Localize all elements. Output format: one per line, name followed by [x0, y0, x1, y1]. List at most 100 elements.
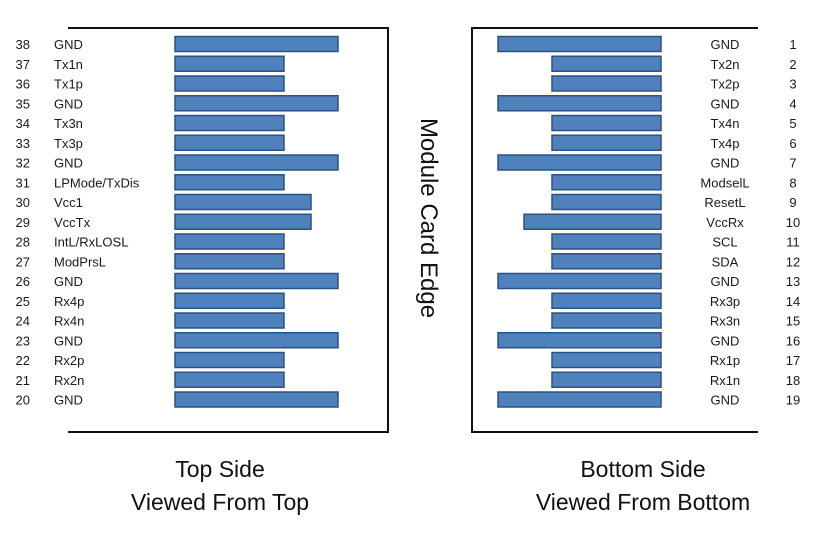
contact-pad [174, 371, 285, 388]
pin-number: 17 [786, 353, 800, 368]
contact-pad [551, 351, 662, 369]
contact-pad [551, 174, 662, 191]
contact-pad [497, 154, 662, 171]
pin-number: 33 [16, 136, 30, 151]
contact-pad [174, 213, 312, 230]
contact-pad [174, 292, 285, 309]
contact-pad [551, 371, 662, 388]
pin-number: 11 [786, 235, 800, 250]
pin-name: Rx1n [710, 373, 740, 388]
contact-pad [497, 332, 662, 349]
pin-name: GND [711, 156, 740, 171]
pin-name: GND [54, 333, 83, 348]
pin-name: Rx1p [710, 353, 740, 368]
contact-pad [174, 391, 339, 408]
pin-number: 35 [16, 96, 30, 111]
pin-name: Tx4n [711, 116, 740, 131]
pin-name: Tx3p [54, 136, 83, 151]
pin-number: 37 [16, 57, 30, 72]
pin-name: Tx1p [54, 77, 83, 92]
pin-name: ModselL [700, 175, 749, 190]
pin-number: 25 [16, 294, 30, 309]
pin-number: 18 [786, 373, 800, 388]
pin-number: 16 [786, 333, 800, 348]
pin-number: 14 [786, 294, 800, 309]
pin-name: Rx2n [54, 373, 84, 388]
pin-number: 23 [16, 333, 30, 348]
pin-name: GND [711, 274, 740, 289]
contact-pad [551, 193, 662, 211]
contact-pad [174, 272, 339, 290]
pin-name: Tx1n [54, 57, 83, 72]
pin-number: 28 [16, 235, 30, 250]
pin-number: 36 [16, 77, 30, 92]
contact-pad [174, 154, 339, 171]
contact-pad [174, 134, 285, 151]
pin-number: 5 [789, 116, 796, 131]
pin-number: 27 [16, 254, 30, 269]
pin-name: LPMode/TxDis [54, 175, 140, 190]
top-side-pins: 38 GND 37 Tx1n 36 Tx1p 35 GND 34 Tx3n 33 Tx3p 32 GND 3… [16, 35, 339, 408]
contact-pad [174, 75, 285, 92]
pin-name: GND [711, 96, 740, 111]
pin-number: 29 [16, 215, 30, 230]
bottom-side-caption: Bottom Side [580, 456, 705, 482]
pin-name: Rx2p [54, 353, 84, 368]
contact-pad [551, 55, 662, 72]
pin-name: Rx4n [54, 314, 84, 329]
pin-number: 24 [16, 314, 30, 329]
pin-name: IntL/RxLOSL [54, 235, 128, 250]
pin-name: VccRx [706, 215, 744, 230]
pin-name: GND [711, 333, 740, 348]
pin-number: 9 [789, 195, 796, 210]
pin-name: GND [54, 37, 83, 52]
contact-pad [174, 55, 285, 72]
pin-number: 20 [16, 393, 30, 408]
contact-pad [174, 114, 285, 132]
pin-number: 32 [16, 156, 30, 171]
pin-number: 38 [16, 37, 30, 52]
contact-pad [497, 272, 662, 290]
pin-name: Vcc1 [54, 195, 83, 210]
contact-pad [497, 391, 662, 408]
contact-pad [551, 114, 662, 132]
contact-pad [174, 193, 312, 211]
pin-name: SDA [712, 254, 739, 269]
pin-number: 34 [16, 116, 30, 131]
pin-name: Tx4p [711, 136, 740, 151]
pin-name: GND [54, 156, 83, 171]
pin-number: 6 [789, 136, 796, 151]
pin-number: 31 [16, 175, 30, 190]
pin-name: GND [711, 393, 740, 408]
pin-name: Tx2n [711, 57, 740, 72]
pin-number: 13 [786, 274, 800, 289]
contact-pad [174, 174, 285, 191]
pin-number: 22 [16, 353, 30, 368]
pin-name: Rx4p [54, 294, 84, 309]
contact-pad [523, 213, 662, 230]
pin-number: 26 [16, 274, 30, 289]
top-side-view-caption: Viewed From Top [131, 489, 309, 515]
contact-pad [174, 312, 285, 329]
pin-number: 21 [16, 373, 30, 388]
contact-pad [174, 35, 339, 53]
pin-name: GND [54, 393, 83, 408]
pin-number: 3 [789, 77, 796, 92]
pin-number: 4 [789, 96, 796, 111]
pin-name: GND [711, 37, 740, 52]
bottom-side-frame [471, 27, 758, 433]
contact-pad [174, 351, 285, 369]
module-card-edge-label: Module Card Edge [415, 118, 442, 318]
pin-name: VccTx [54, 215, 91, 230]
contact-pad [174, 95, 339, 112]
bottom-side-view-caption: Viewed From Bottom [536, 489, 750, 515]
pin-name: Tx3n [54, 116, 83, 131]
contact-pad [551, 312, 662, 329]
pin-name: GND [54, 274, 83, 289]
pin-number: 7 [789, 156, 796, 171]
bottom-side-pins: GND 1 Tx2n 2 Tx2p 3 GND 4 Tx4n 5 Tx4p 6 GND 7 ModselL 8… [497, 35, 800, 408]
top-side-caption: Top Side [175, 456, 265, 482]
pin-name: ResetL [704, 195, 745, 210]
contact-pad [551, 134, 662, 151]
